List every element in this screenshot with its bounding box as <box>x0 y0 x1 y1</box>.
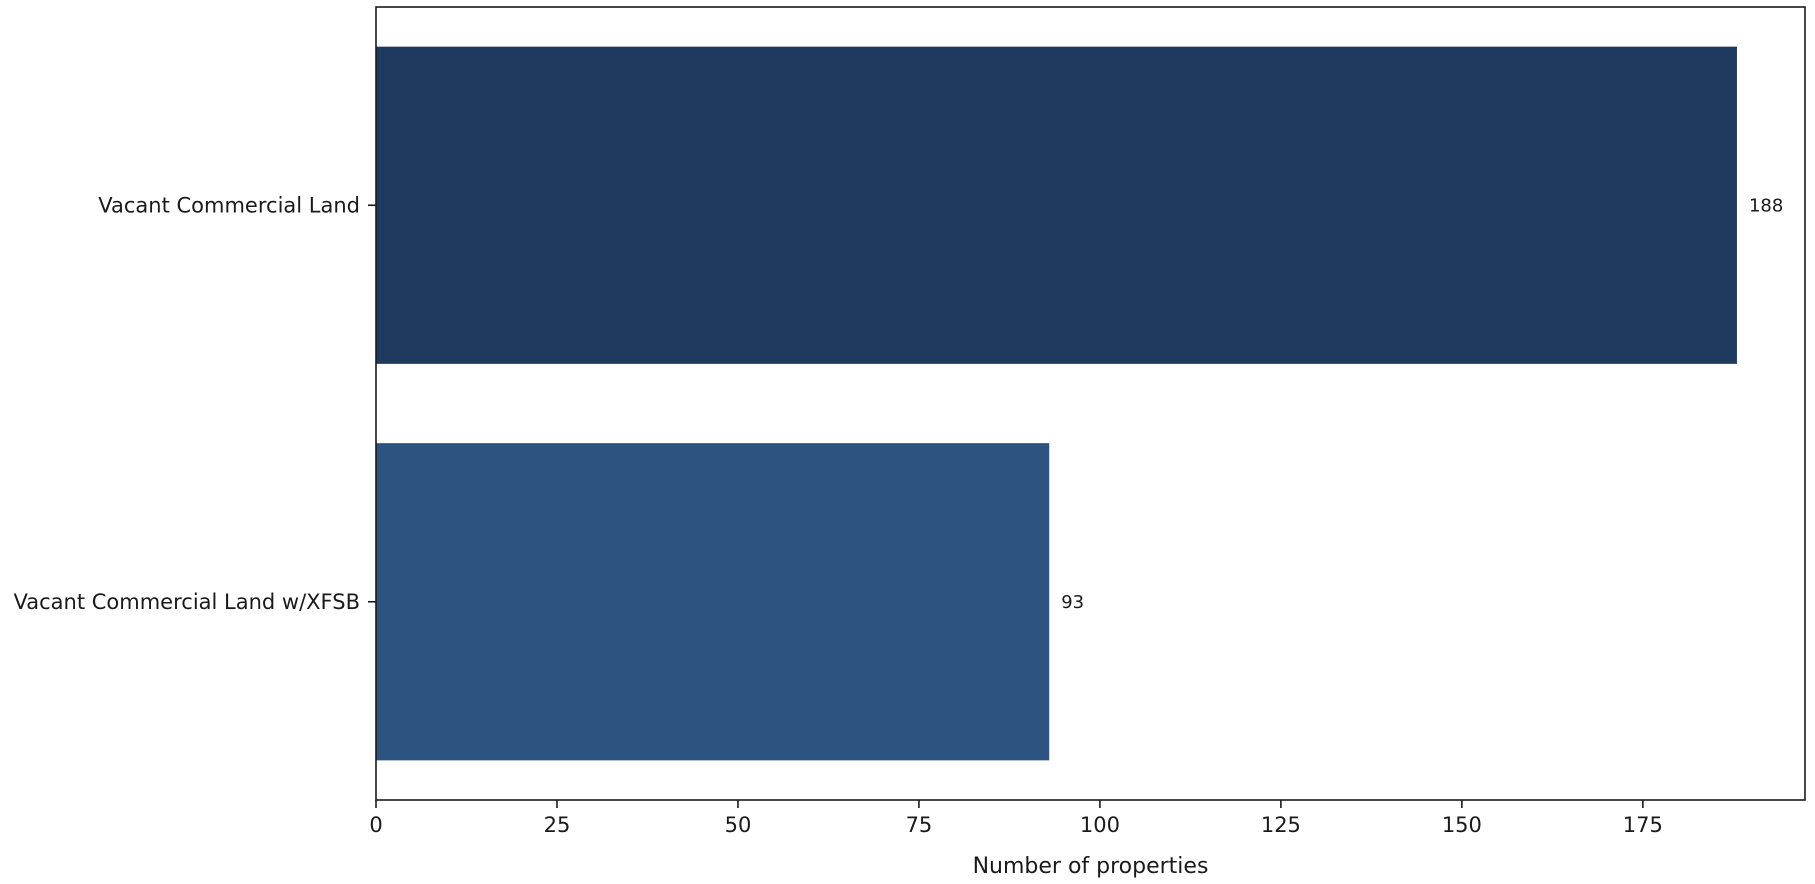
bar <box>376 46 1737 364</box>
plot-frame <box>375 6 1806 801</box>
x-tick-label: 100 <box>1080 813 1120 837</box>
bar-value-label: 93 <box>1061 592 1084 613</box>
bars-layer <box>376 46 1737 761</box>
x-tick-label: 50 <box>725 813 752 837</box>
y-tick-label: Vacant Commercial Land w/XFSB <box>14 590 360 614</box>
bar <box>376 443 1050 761</box>
y-axis: Vacant Commercial Land Vacant Commercial … <box>14 193 376 614</box>
data-labels-layer: 188 93 <box>1061 195 1783 613</box>
x-axis-title: Number of properties <box>973 854 1209 879</box>
bar-value-label: 188 <box>1749 195 1783 216</box>
y-tick-label: Vacant Commercial Land <box>98 193 360 217</box>
x-tick-label: 125 <box>1261 813 1301 837</box>
x-tick-label: 0 <box>369 813 382 837</box>
x-tick-label: 25 <box>544 813 571 837</box>
x-axis: 0 25 50 75 100 125 150 175 <box>369 800 1663 837</box>
x-tick-label: 175 <box>1623 813 1663 837</box>
x-tick-label: 75 <box>906 813 933 837</box>
x-tick-label: 150 <box>1442 813 1482 837</box>
